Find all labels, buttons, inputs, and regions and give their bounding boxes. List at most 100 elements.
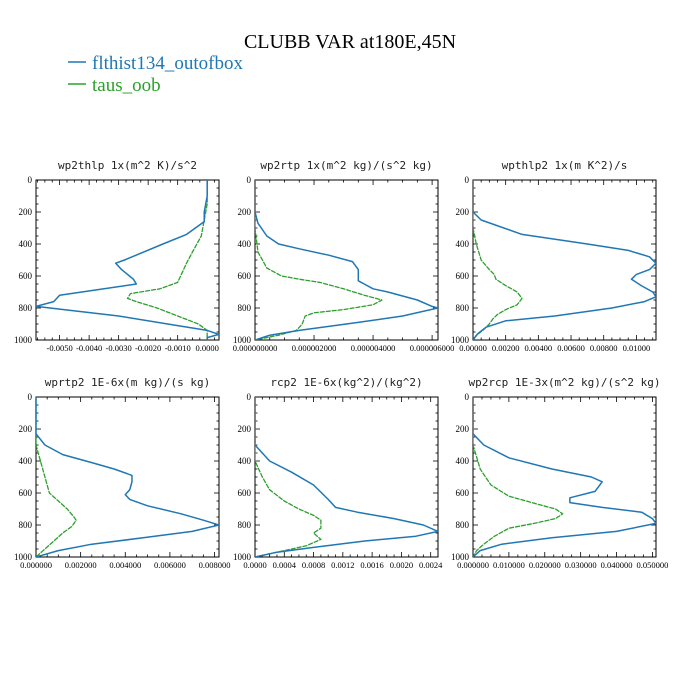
xtick-label: 0.030000 xyxy=(565,560,597,570)
xtick-label: 0.000002000 xyxy=(292,343,337,353)
ytick-label: 200 xyxy=(456,207,470,217)
ytick-label: 200 xyxy=(238,424,252,434)
ytick-label: 1000 xyxy=(14,335,33,345)
ytick-label: 0 xyxy=(465,392,470,402)
ytick-label: 1000 xyxy=(451,552,470,562)
series-line-flthist134-outofbox xyxy=(473,397,656,557)
ytick-label: 600 xyxy=(238,271,252,281)
ytick-label: 400 xyxy=(238,239,252,249)
xtick-label: 0.000000000 xyxy=(233,343,278,353)
xtick-label: 0.0024 xyxy=(419,560,443,570)
ytick-label: 0 xyxy=(247,175,252,185)
xtick-label: 0.0000 xyxy=(243,560,266,570)
ytick-label: 0 xyxy=(28,392,33,402)
chart-title: CLUBB VAR at180E,45N xyxy=(244,31,456,53)
ytick-label: 600 xyxy=(456,271,470,281)
ytick-label: 0 xyxy=(465,175,470,185)
ytick-label: 1000 xyxy=(14,552,33,562)
xtick-label: 0.00400 xyxy=(525,343,553,353)
xtick-label: 0.008000 xyxy=(199,560,231,570)
xtick-label: 0.0000 xyxy=(196,343,219,353)
series-line-flthist134-outofbox xyxy=(255,180,438,340)
series-line-taus-oob xyxy=(255,180,383,340)
panel-wprtp2: wprtp2 1E-6x(m kg)/(s kg) 0 200 400 600 800 10… xyxy=(14,376,230,570)
xtick-label: 0.000000 xyxy=(457,560,489,570)
plot-frame-wp2thlp xyxy=(35,179,220,341)
series-line-flthist134-outofbox xyxy=(255,397,438,557)
xtick-label: 0.00000 xyxy=(459,343,487,353)
panel-grid: wp2thlp 1x(m^2 K)/s^2 0 200 400 600 800 1000 -0… xyxy=(14,159,668,570)
ytick-label: 1000 xyxy=(233,552,252,562)
legend-label-flthist134-outofbox: flthist134_outofbox xyxy=(92,53,243,74)
series-line-flthist134-outofbox xyxy=(36,180,219,340)
ytick-label: 200 xyxy=(19,424,33,434)
xtick-label: 0.002000 xyxy=(65,560,97,570)
panel-title-wp2rcp: wp2rcp 1E-3x(m^2 kg)/(s^2 kg) xyxy=(468,376,660,389)
ytick-label: 600 xyxy=(19,271,33,281)
xtick-label: 0.0020 xyxy=(390,560,413,570)
panel-wp2thlp: wp2thlp 1x(m^2 K)/s^2 0 200 400 600 800 1000 -0… xyxy=(14,159,220,353)
panel-title-rcp2: rcp2 1E-6x(kg^2)/(kg^2) xyxy=(270,376,422,389)
legend-label-taus-oob: taus_oob xyxy=(92,75,161,96)
series-line-taus-oob xyxy=(473,397,564,557)
xtick-label: 0.01000 xyxy=(623,343,651,353)
ytick-label: 800 xyxy=(19,303,33,313)
series-line-taus-oob xyxy=(36,397,77,557)
ytick-label: 1000 xyxy=(451,335,470,345)
xtick-label: 0.00200 xyxy=(492,343,520,353)
series-line-taus-oob xyxy=(255,397,322,557)
ytick-label: 0 xyxy=(247,392,252,402)
ytick-label: 800 xyxy=(456,303,470,313)
series-line-taus-oob xyxy=(473,180,523,340)
xtick-label: -0.0020 xyxy=(135,343,161,353)
ytick-label: 1000 xyxy=(233,335,252,345)
xtick-label: 0.040000 xyxy=(601,560,633,570)
xtick-label: 0.0016 xyxy=(360,560,383,570)
xtick-label: 0.0012 xyxy=(331,560,354,570)
ytick-label: 200 xyxy=(456,424,470,434)
xtick-label: 0.0008 xyxy=(302,560,325,570)
ytick-label: 200 xyxy=(238,207,252,217)
ytick-label: 200 xyxy=(19,207,33,217)
series-line-flthist134-outofbox xyxy=(36,397,219,557)
xtick-label: -0.0040 xyxy=(76,343,102,353)
plot-frame-rcp2 xyxy=(254,396,439,558)
panel-title-wp2rtp: wp2rtp 1x(m^2 kg)/(s^2 kg) xyxy=(260,159,432,172)
panel-title-wp2thlp: wp2thlp 1x(m^2 K)/s^2 xyxy=(58,159,197,172)
xtick-label: 0.010000 xyxy=(493,560,525,570)
ytick-label: 400 xyxy=(456,456,470,466)
xtick-label: 0.004000 xyxy=(109,560,141,570)
xtick-label: -0.0050 xyxy=(47,343,73,353)
xtick-label: -0.0030 xyxy=(106,343,132,353)
panel-wp2rtp: wp2rtp 1x(m^2 kg)/(s^2 kg) 0 200 400 600 800 1… xyxy=(233,159,455,353)
series-line-taus-oob xyxy=(126,180,208,340)
xtick-label: 0.00600 xyxy=(557,343,585,353)
panel-rcp2: rcp2 1E-6x(kg^2)/(kg^2) 0 200 400 600 800 1000… xyxy=(233,376,443,570)
legend: flthist134_outofbox taus_oob xyxy=(68,53,243,96)
ytick-label: 800 xyxy=(456,520,470,530)
panel-title-wprtp2: wprtp2 1E-6x(m kg)/(s kg) xyxy=(45,376,211,389)
ytick-label: 600 xyxy=(456,488,470,498)
xtick-label: 0.0004 xyxy=(273,560,297,570)
ytick-label: 0 xyxy=(28,175,33,185)
ytick-label: 600 xyxy=(238,488,252,498)
panel-title-wpthlp2: wpthlp2 1x(m K^2)/s xyxy=(502,159,628,172)
xtick-label: 0.00800 xyxy=(590,343,618,353)
ytick-label: 400 xyxy=(238,456,252,466)
plot-frame-wpthlp2 xyxy=(472,179,657,341)
ytick-label: 600 xyxy=(19,488,33,498)
ytick-label: 400 xyxy=(19,456,33,466)
ytick-label: 800 xyxy=(19,520,33,530)
ytick-label: 800 xyxy=(238,303,252,313)
xtick-label: 0.000000 xyxy=(20,560,52,570)
series-line-flthist134-outofbox xyxy=(473,180,656,340)
panel-wpthlp2: wpthlp2 1x(m K^2)/s020040060080010000.00… xyxy=(451,159,657,353)
xtick-label: 0.050000 xyxy=(636,560,668,570)
ytick-label: 400 xyxy=(456,239,470,249)
xtick-label: 0.000006000 xyxy=(410,343,455,353)
ytick-label: 400 xyxy=(19,239,33,249)
xtick-label: 0.020000 xyxy=(529,560,561,570)
ytick-label: 800 xyxy=(238,520,252,530)
xtick-label: 0.006000 xyxy=(154,560,186,570)
